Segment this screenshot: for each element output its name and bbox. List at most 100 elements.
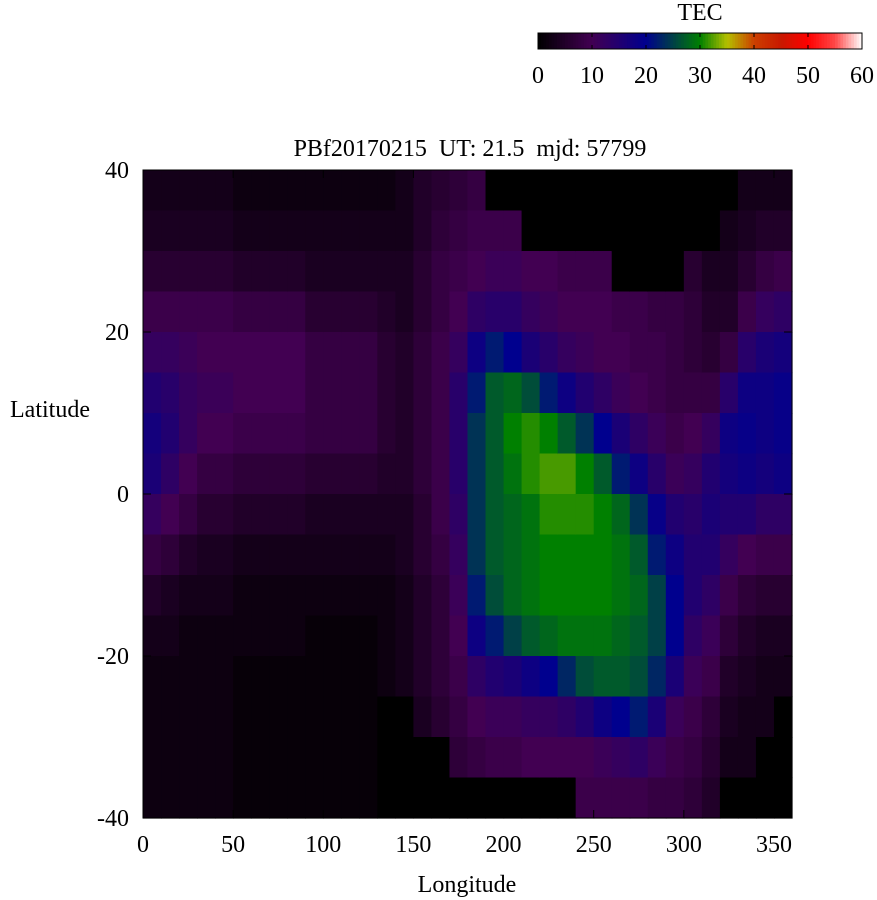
heatmap-cell xyxy=(467,170,487,212)
colorbar-segment xyxy=(664,33,669,49)
colorbar-segment xyxy=(643,33,647,49)
colorbar-segment xyxy=(605,33,609,49)
heatmap-cell xyxy=(575,453,595,495)
heatmap-cell xyxy=(179,696,198,738)
heatmap-cell xyxy=(683,291,703,333)
colorbar-segment xyxy=(710,33,714,49)
heatmap-cell xyxy=(647,413,667,455)
heatmap-cell xyxy=(737,210,757,252)
colorbar-segment xyxy=(794,33,798,49)
heatmap-cell xyxy=(629,332,649,374)
heatmap-cell xyxy=(539,413,559,455)
heatmap-cell xyxy=(161,615,180,657)
heatmap-cell xyxy=(197,494,216,536)
heatmap-cell xyxy=(143,210,162,252)
heatmap-cell xyxy=(449,291,469,333)
heatmap-cell xyxy=(143,332,162,374)
heatmap-cell xyxy=(269,575,288,617)
heatmap-cell xyxy=(467,696,487,738)
heatmap-cell xyxy=(611,494,631,536)
heatmap-cell xyxy=(431,372,451,414)
heatmap-cell xyxy=(647,534,667,576)
heatmap-cell xyxy=(143,777,162,819)
heatmap-cell xyxy=(179,615,198,657)
heatmap-cell xyxy=(521,332,541,374)
heatmap-cell xyxy=(647,170,667,212)
heatmap-cell xyxy=(305,737,324,779)
y-tick-label: 0 xyxy=(117,482,129,508)
colorbar-segment xyxy=(554,33,558,49)
heatmap-cell xyxy=(233,413,252,455)
heatmap-cell xyxy=(773,534,793,576)
heatmap-cell xyxy=(683,615,703,657)
heatmap-cell xyxy=(467,656,487,698)
heatmap-cell xyxy=(377,372,396,414)
heatmap-cell xyxy=(521,372,541,414)
colorbar-segment xyxy=(818,33,822,49)
heatmap-cell xyxy=(629,453,649,495)
colorbar-segment xyxy=(546,33,550,49)
heatmap-cell xyxy=(251,413,270,455)
colorbar-segment xyxy=(737,33,741,49)
heatmap-cell xyxy=(467,291,487,333)
colorbar-segment xyxy=(540,33,544,49)
heatmap-cell xyxy=(737,413,757,455)
heatmap-cell xyxy=(719,170,739,212)
heatmap-cell xyxy=(539,291,559,333)
colorbar-segment xyxy=(683,33,687,49)
colorbar-segment xyxy=(713,33,717,49)
heatmap-cell xyxy=(755,777,775,819)
heatmap-cell xyxy=(341,575,360,617)
heatmap-cell xyxy=(701,534,721,576)
colorbar-segment xyxy=(781,33,785,49)
heatmap-cell xyxy=(593,332,613,374)
heatmap-cell xyxy=(431,777,451,819)
heatmap-cell xyxy=(701,251,721,293)
heatmap-cell xyxy=(773,777,793,819)
x-tick-label: 0 xyxy=(137,832,149,858)
heatmap-cell xyxy=(557,210,577,252)
colorbar-segment xyxy=(697,33,701,49)
heatmap-cell xyxy=(305,534,324,576)
heatmap-cell xyxy=(575,696,595,738)
heatmap-cell xyxy=(485,534,505,576)
heatmap-cell xyxy=(359,696,378,738)
heatmap-cell xyxy=(665,656,685,698)
heatmap-cell xyxy=(377,777,396,819)
heatmap-cell xyxy=(719,656,739,698)
colorbar-segment xyxy=(848,33,852,49)
heatmap-cell xyxy=(575,615,595,657)
heatmap-cell xyxy=(431,575,451,617)
heatmap-cell xyxy=(611,656,631,698)
heatmap-cell xyxy=(629,413,649,455)
heatmap-cell xyxy=(575,413,595,455)
colorbar-tick-label: 20 xyxy=(634,63,658,89)
colorbar-segment xyxy=(673,33,677,49)
heatmap-cell xyxy=(593,696,613,738)
heatmap-cell xyxy=(197,696,216,738)
x-tick-label: 100 xyxy=(305,832,341,858)
y-tick-label: 20 xyxy=(105,320,129,346)
heatmap-cell xyxy=(143,170,162,212)
heatmap-cell xyxy=(287,737,306,779)
heatmap-cell xyxy=(503,251,523,293)
heatmap-cell xyxy=(413,534,433,576)
heatmap-cell xyxy=(395,494,415,536)
heatmap-cell xyxy=(521,575,541,617)
heatmap-cell xyxy=(737,575,757,617)
heatmap-cell xyxy=(521,737,541,779)
heatmap-cell xyxy=(539,696,559,738)
heatmap-cell xyxy=(611,291,631,333)
heatmap-cell xyxy=(197,534,216,576)
heatmap-cell xyxy=(395,737,415,779)
heatmap-cell xyxy=(539,656,559,698)
heatmap-cell xyxy=(143,656,162,698)
heatmap-cell xyxy=(341,534,360,576)
heatmap-cell xyxy=(449,332,469,374)
heatmap-cell xyxy=(395,656,415,698)
heatmap-cell xyxy=(269,696,288,738)
colorbar-segment xyxy=(586,33,590,49)
heatmap-cell xyxy=(575,332,595,374)
heatmap-cell xyxy=(197,777,216,819)
heatmap-cell xyxy=(413,696,433,738)
